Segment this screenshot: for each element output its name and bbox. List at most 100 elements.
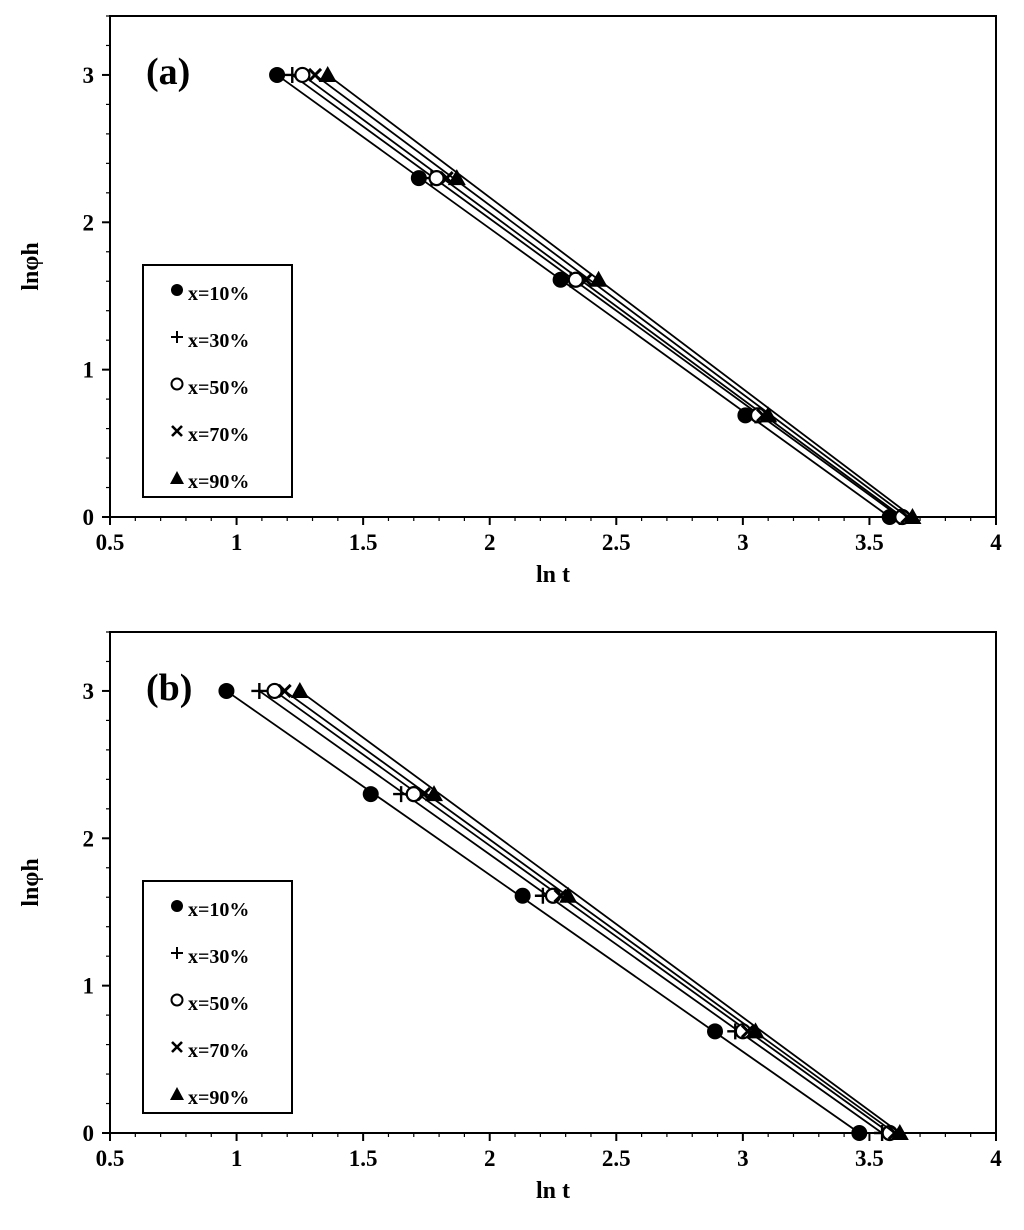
fit-line	[225, 690, 860, 1134]
legend-marker	[171, 425, 183, 437]
legend-label: x=10%	[188, 283, 249, 305]
data-point	[447, 169, 466, 186]
data-point	[251, 682, 268, 699]
y-tick-label: 3	[83, 63, 95, 88]
legend-label: x=70%	[188, 424, 249, 446]
data-point	[428, 169, 445, 187]
data-point	[851, 1125, 868, 1141]
legend-marker	[171, 331, 183, 343]
panel-label: (b)	[146, 667, 192, 709]
data-point	[277, 683, 292, 699]
legend-label: x=70%	[188, 1040, 249, 1062]
legend-box	[142, 880, 293, 1114]
data-point	[552, 271, 569, 288]
series-x=50%	[294, 66, 911, 526]
data-point	[903, 508, 922, 524]
data-point	[318, 65, 337, 82]
legend-box	[142, 264, 293, 498]
series-x=90%	[318, 65, 922, 524]
legend-label: x=90%	[188, 1087, 249, 1109]
data-point	[218, 682, 235, 699]
fit-line	[291, 74, 901, 518]
x-tick-label: 2.5	[602, 530, 631, 555]
data-point	[514, 887, 531, 904]
data-point	[266, 682, 283, 700]
x-tick-label: 1.5	[349, 1146, 378, 1171]
legend-marker	[171, 900, 183, 912]
fit-line	[276, 74, 891, 518]
data-point	[567, 271, 584, 288]
x-tick-label: 3.5	[855, 530, 884, 555]
legend-marker	[171, 947, 183, 959]
y-tick-label: 0	[83, 505, 95, 530]
fit-line	[258, 690, 883, 1134]
series-x=10%	[269, 66, 898, 525]
y-tick-label: 1	[83, 358, 95, 383]
fit-line	[314, 74, 908, 518]
x-tick-label: 3.5	[855, 1146, 884, 1171]
y-tick-label: 1	[83, 974, 95, 999]
x-tick-label: 1.5	[349, 530, 378, 555]
legend-label: x=30%	[188, 946, 249, 968]
fit-line	[274, 690, 891, 1134]
series-x=50%	[266, 682, 898, 1142]
x-tick-label: 0.5	[96, 530, 125, 555]
data-point	[290, 681, 309, 698]
data-point	[307, 67, 323, 83]
series-x=30%	[251, 682, 891, 1141]
legend-marker	[170, 471, 184, 484]
x-tick-label: 3	[737, 530, 749, 555]
x-tick-label: 4	[990, 1146, 1002, 1171]
fit-line	[327, 74, 914, 518]
x-tick-label: 1	[231, 530, 243, 555]
legend-marker	[171, 284, 183, 296]
data-point	[362, 786, 379, 803]
data-point	[269, 66, 286, 83]
x-tick-label: 4	[990, 530, 1002, 555]
data-point	[294, 66, 311, 84]
data-point	[746, 1022, 765, 1039]
fit-line	[284, 690, 896, 1134]
y-tick-label: 2	[83, 210, 95, 235]
series-x=10%	[218, 682, 868, 1141]
data-point	[405, 785, 422, 803]
fit-line	[301, 74, 903, 518]
data-point	[759, 406, 778, 423]
legend-label: x=90%	[188, 471, 249, 493]
legend: x=10% x=30% x=50% x=70% x=90%	[142, 880, 293, 1114]
legend-marker	[170, 993, 184, 1007]
data-point	[544, 887, 562, 904]
x-tick-label: 3	[737, 1146, 749, 1171]
chart-panel-b: 0.5 1 1.5 2 2.5 3 3.5 4 0 1 2 3 ln t lnφh (b) x=10% x=30…	[18, 631, 1002, 1204]
series-x=90%	[290, 681, 909, 1140]
legend-label: x=50%	[188, 377, 249, 399]
y-tick-label: 0	[83, 1121, 95, 1146]
series-x=70%	[307, 67, 915, 525]
data-point	[410, 170, 427, 187]
legend-label: x=30%	[188, 330, 249, 352]
fit-line	[299, 690, 901, 1134]
x-tick-label: 1	[231, 1146, 243, 1171]
legend-label: x=10%	[188, 899, 249, 921]
legend: x=10% x=30% x=50% x=70% x=90%	[142, 264, 293, 498]
series-x=70%	[277, 683, 902, 1141]
x-tick-label: 2	[484, 530, 496, 555]
data-point	[737, 407, 754, 424]
data-point	[890, 1124, 909, 1140]
panel-label: (a)	[146, 51, 190, 93]
series-x=30%	[284, 66, 908, 525]
data-point	[707, 1023, 724, 1040]
y-tick-label: 3	[83, 679, 95, 704]
x-axis-title: ln t	[536, 1178, 570, 1204]
y-axis-title: lnφh	[18, 242, 44, 290]
legend-marker	[171, 1041, 183, 1053]
legend-marker	[170, 377, 184, 391]
plot-frame	[109, 15, 997, 518]
data-point	[559, 886, 578, 903]
plot-frame	[109, 631, 997, 1134]
chart-panel-a: 0.5 1 1.5 2 2.5 3 3.5 4 0 1 2 3 ln t lnφh (a) x=10% x=30…	[18, 15, 1002, 588]
x-tick-label: 0.5	[96, 1146, 125, 1171]
data-point	[589, 270, 608, 287]
x-tick-label: 2	[484, 1146, 496, 1171]
